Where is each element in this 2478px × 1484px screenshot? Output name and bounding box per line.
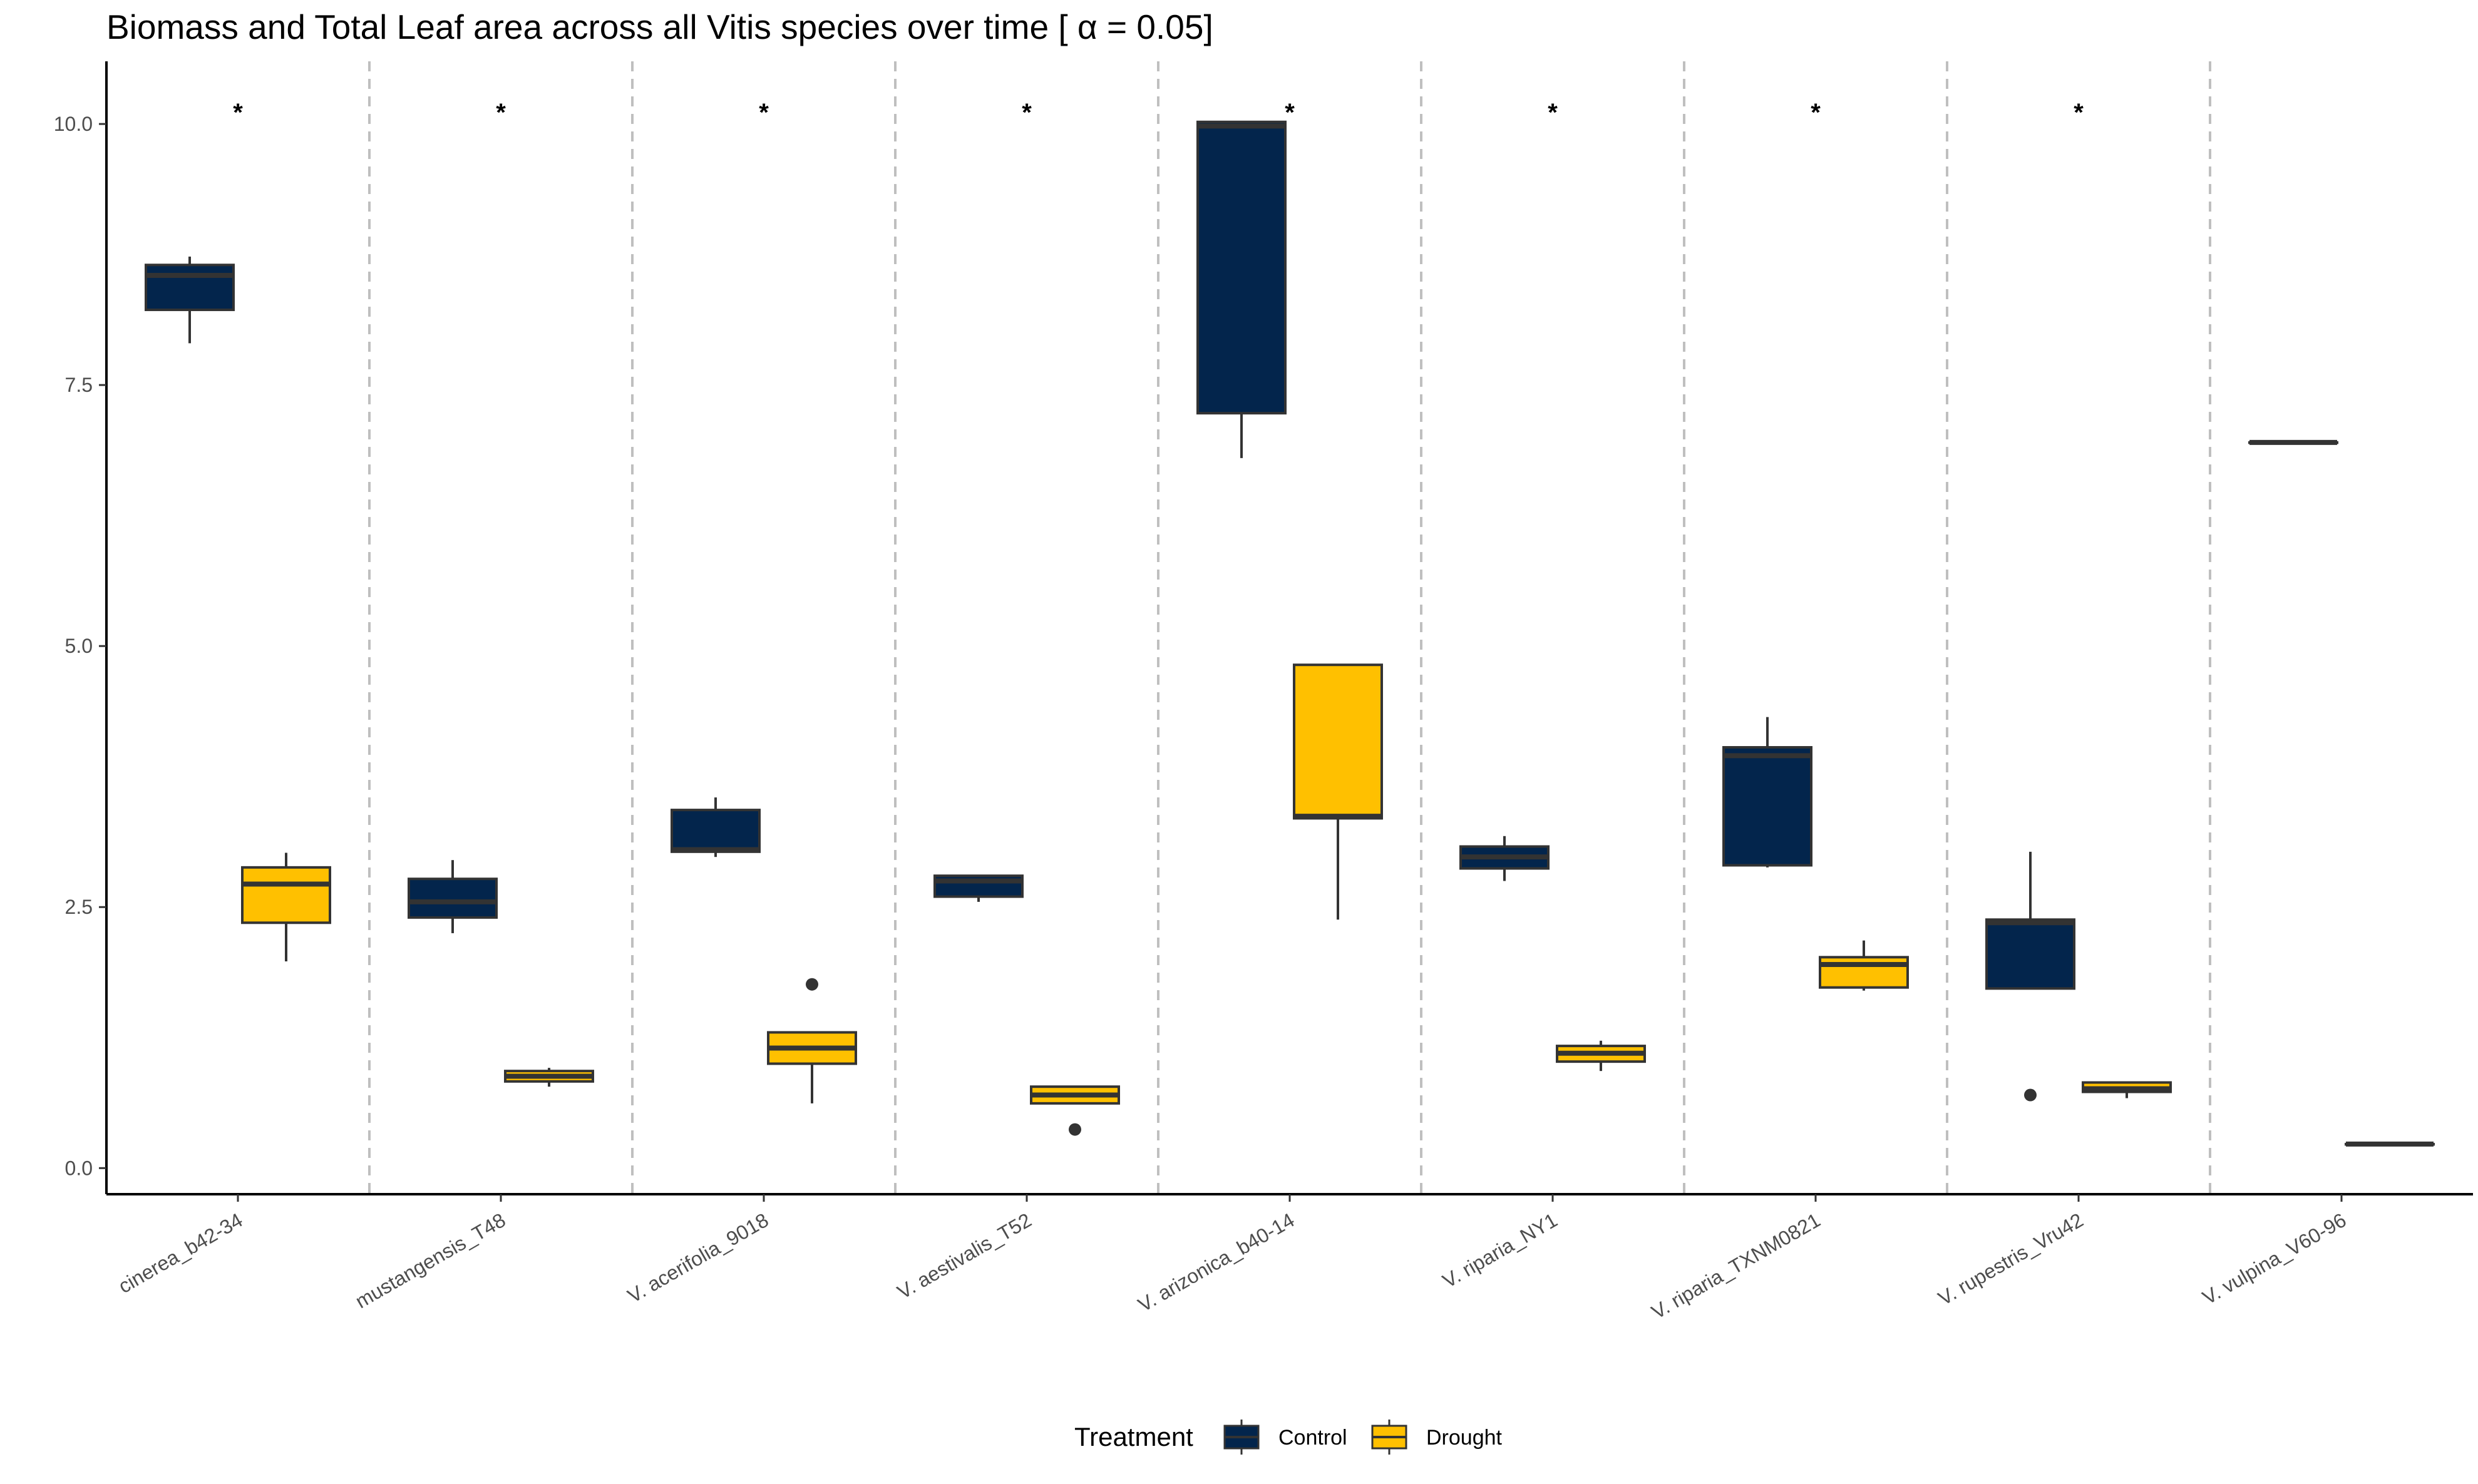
y-axis-ticks: 0.0 2.5 5.0 7.5 10.0 xyxy=(54,113,106,1179)
significance-marker: * xyxy=(1285,99,1295,126)
x-tick-label: V. aestivalis_T52 xyxy=(893,1209,1035,1304)
boxplot-drought xyxy=(2345,1141,2435,1147)
y-tick-label: 7.5 xyxy=(65,374,93,396)
x-tick-label: V. acerifolia_9018 xyxy=(624,1209,772,1307)
y-tick-label: 5.0 xyxy=(65,635,93,657)
y-tick-label: 0.0 xyxy=(65,1157,93,1179)
y-tick-label: 2.5 xyxy=(65,896,93,918)
boxplot-control xyxy=(671,797,761,857)
significance-marker: * xyxy=(496,99,506,126)
boxplot-control xyxy=(1722,717,1812,867)
legend: Treatment Control Drought xyxy=(1074,1420,1503,1455)
category-dividers xyxy=(368,61,2211,1194)
boxplot-control xyxy=(1196,120,1287,458)
significance-marker: * xyxy=(1811,99,1821,126)
boxplot-control xyxy=(1985,851,2075,1102)
box-iqr xyxy=(671,809,761,853)
boxplot-drought xyxy=(1030,1085,1120,1136)
box-iqr xyxy=(1985,918,2075,990)
significance-marker: * xyxy=(2074,99,2084,126)
box-iqr xyxy=(145,264,235,312)
x-tick-label: cinerea_b42-34 xyxy=(115,1209,247,1297)
boxplot-control xyxy=(145,256,235,344)
chart-title: Biomass and Total Leaf area across all V… xyxy=(106,8,1213,46)
x-tick-label: V. riparia_TXNM0821 xyxy=(1648,1209,1824,1324)
box-iqr xyxy=(1819,956,1909,989)
x-tick-label: V. rupestris_Vru42 xyxy=(1935,1209,2087,1310)
legend-label: Control xyxy=(1278,1426,1347,1450)
significance-markers: * * * * * * * * xyxy=(233,99,2084,126)
boxplot-drought xyxy=(504,1068,594,1087)
significance-marker: * xyxy=(1022,99,1032,126)
legend-key-control xyxy=(1223,1420,1260,1455)
boxplot-drought xyxy=(241,852,331,961)
boxplot-drought xyxy=(1819,940,1909,991)
outlier-point xyxy=(806,978,818,991)
outlier-point xyxy=(1069,1123,1081,1136)
x-axis-ticks: cinerea_b42-34 mustangensis_T48 V. acerifo… xyxy=(115,1194,2350,1323)
boxplot-drought xyxy=(767,978,857,1103)
x-tick-label: V. arizonica_b40-14 xyxy=(1134,1209,1298,1316)
y-tick-label: 10.0 xyxy=(54,113,93,135)
boxplot-control xyxy=(408,860,498,933)
legend-label: Drought xyxy=(1426,1426,1503,1450)
outlier-point xyxy=(2024,1088,2037,1102)
legend-title: Treatment xyxy=(1074,1422,1193,1451)
box-iqr xyxy=(408,878,498,919)
boxplot-control xyxy=(933,874,1024,902)
x-tick-label: V. riparia_NY1 xyxy=(1439,1209,1561,1292)
boxplot-series xyxy=(145,120,2435,1147)
significance-marker: * xyxy=(233,99,243,126)
x-tick-label: mustangensis_T48 xyxy=(351,1209,509,1313)
box-iqr xyxy=(1722,746,1812,867)
boxplot-drought xyxy=(2082,1081,2172,1098)
legend-key-drought xyxy=(1371,1420,1407,1455)
significance-marker: * xyxy=(759,99,769,126)
box-iqr xyxy=(1293,663,1383,820)
axes xyxy=(105,61,2473,1195)
x-tick-label: V. vulpina_V60-96 xyxy=(2199,1209,2350,1309)
boxplot-drought xyxy=(1556,1040,1646,1072)
box-iqr xyxy=(1196,120,1287,415)
box-iqr xyxy=(241,866,331,924)
boxplot-drought xyxy=(1293,663,1383,920)
boxplot-control xyxy=(1459,836,1550,881)
significance-marker: * xyxy=(1548,99,1558,126)
